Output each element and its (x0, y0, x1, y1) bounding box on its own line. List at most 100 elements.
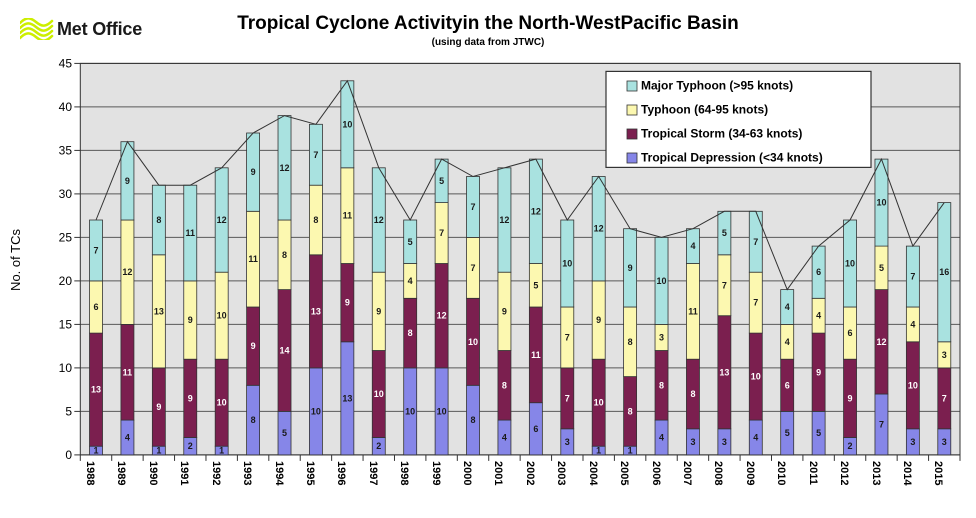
svg-text:25: 25 (59, 230, 73, 244)
svg-text:11: 11 (186, 228, 196, 238)
svg-text:10: 10 (437, 406, 447, 416)
svg-text:13: 13 (311, 306, 321, 316)
svg-text:9: 9 (628, 263, 633, 273)
svg-text:1: 1 (596, 446, 601, 456)
svg-text:Typhoon (64-95 knots): Typhoon (64-95 knots) (641, 103, 768, 117)
svg-text:9: 9 (251, 167, 256, 177)
svg-text:3: 3 (659, 332, 664, 342)
svg-text:3: 3 (942, 350, 947, 360)
svg-text:30: 30 (59, 187, 73, 201)
svg-text:8: 8 (659, 380, 664, 390)
svg-text:6: 6 (94, 302, 99, 312)
svg-text:12: 12 (594, 224, 604, 234)
svg-text:10: 10 (217, 398, 227, 408)
svg-text:5: 5 (282, 428, 287, 438)
svg-text:Tropical Storm (34-63 knots): Tropical Storm (34-63 knots) (641, 127, 802, 141)
svg-text:10: 10 (845, 259, 855, 269)
svg-text:13: 13 (719, 367, 729, 377)
svg-text:13: 13 (342, 393, 352, 403)
svg-text:4: 4 (753, 433, 758, 443)
svg-text:7: 7 (94, 245, 99, 255)
svg-text:12: 12 (280, 163, 290, 173)
svg-text:10: 10 (657, 276, 667, 286)
svg-text:8: 8 (156, 215, 161, 225)
svg-text:6: 6 (533, 424, 538, 434)
svg-text:8: 8 (471, 415, 476, 425)
svg-text:8: 8 (282, 250, 287, 260)
svg-text:7: 7 (313, 150, 318, 160)
svg-text:2: 2 (188, 441, 193, 451)
svg-text:1: 1 (94, 446, 99, 456)
svg-text:12: 12 (122, 267, 132, 277)
svg-text:4: 4 (910, 319, 915, 329)
svg-text:11: 11 (123, 367, 133, 377)
svg-text:12: 12 (876, 337, 886, 347)
svg-text:8: 8 (251, 415, 256, 425)
svg-text:8: 8 (628, 406, 633, 416)
svg-text:10: 10 (311, 406, 321, 416)
svg-text:10: 10 (594, 398, 604, 408)
svg-text:12: 12 (374, 215, 384, 225)
svg-text:8: 8 (628, 337, 633, 347)
svg-text:11: 11 (343, 211, 353, 221)
svg-text:6: 6 (848, 328, 853, 338)
svg-text:7: 7 (565, 332, 570, 342)
svg-text:3: 3 (910, 437, 915, 447)
svg-text:13: 13 (91, 385, 101, 395)
svg-text:1: 1 (628, 446, 633, 456)
svg-text:5: 5 (439, 176, 444, 186)
svg-text:9: 9 (156, 402, 161, 412)
svg-text:10: 10 (374, 389, 384, 399)
svg-text:9: 9 (345, 298, 350, 308)
svg-text:4: 4 (785, 302, 790, 312)
svg-text:10: 10 (468, 337, 478, 347)
svg-text:9: 9 (188, 393, 193, 403)
svg-text:7: 7 (722, 280, 727, 290)
svg-text:3: 3 (565, 437, 570, 447)
svg-text:10: 10 (751, 372, 761, 382)
svg-text:10: 10 (562, 259, 572, 269)
svg-text:12: 12 (437, 311, 447, 321)
svg-text:8: 8 (690, 389, 695, 399)
svg-text:Tropical Depression (<34 knots: Tropical Depression (<34 knots) (641, 151, 823, 165)
svg-text:9: 9 (125, 176, 130, 186)
svg-text:8: 8 (313, 215, 318, 225)
svg-text:9: 9 (376, 306, 381, 316)
svg-text:15: 15 (59, 317, 73, 331)
svg-text:3: 3 (942, 437, 947, 447)
svg-text:4: 4 (408, 276, 413, 286)
svg-text:12: 12 (499, 215, 509, 225)
svg-text:1: 1 (219, 446, 224, 456)
svg-text:35: 35 (59, 143, 73, 157)
svg-text:11: 11 (248, 254, 258, 264)
svg-text:4: 4 (125, 433, 130, 443)
svg-text:9: 9 (502, 306, 507, 316)
svg-text:10: 10 (217, 311, 227, 321)
svg-text:9: 9 (251, 341, 256, 351)
svg-text:10: 10 (342, 119, 352, 129)
svg-text:5: 5 (408, 237, 413, 247)
svg-text:7: 7 (565, 393, 570, 403)
svg-text:7: 7 (942, 393, 947, 403)
svg-text:3: 3 (722, 437, 727, 447)
svg-text:5: 5 (65, 404, 72, 418)
svg-text:5: 5 (816, 428, 821, 438)
svg-text:45: 45 (59, 58, 73, 70)
svg-text:7: 7 (753, 237, 758, 247)
svg-text:7: 7 (753, 298, 758, 308)
svg-text:5: 5 (879, 263, 884, 273)
svg-text:0: 0 (65, 448, 72, 462)
svg-text:5: 5 (533, 280, 538, 290)
svg-text:2: 2 (376, 441, 381, 451)
svg-text:10: 10 (405, 406, 415, 416)
svg-text:14: 14 (280, 346, 290, 356)
svg-text:10: 10 (908, 380, 918, 390)
svg-text:1: 1 (156, 446, 161, 456)
svg-text:3: 3 (690, 437, 695, 447)
svg-text:4: 4 (785, 337, 790, 347)
svg-text:4: 4 (502, 433, 507, 443)
svg-text:9: 9 (848, 393, 853, 403)
svg-text:9: 9 (816, 367, 821, 377)
svg-text:6: 6 (816, 267, 821, 277)
svg-text:40: 40 (59, 100, 73, 114)
